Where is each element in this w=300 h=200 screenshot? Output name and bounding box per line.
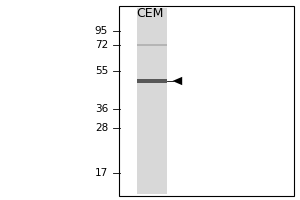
Text: 55: 55 xyxy=(95,66,108,76)
Text: 95: 95 xyxy=(95,26,108,36)
FancyBboxPatch shape xyxy=(136,44,166,46)
Text: CEM: CEM xyxy=(136,7,164,20)
Polygon shape xyxy=(172,77,182,85)
Text: 36: 36 xyxy=(95,104,108,114)
Text: 28: 28 xyxy=(95,123,108,133)
FancyBboxPatch shape xyxy=(136,79,166,83)
FancyBboxPatch shape xyxy=(136,8,166,194)
Text: 17: 17 xyxy=(95,168,108,178)
Text: 72: 72 xyxy=(95,40,108,50)
FancyBboxPatch shape xyxy=(118,6,294,196)
